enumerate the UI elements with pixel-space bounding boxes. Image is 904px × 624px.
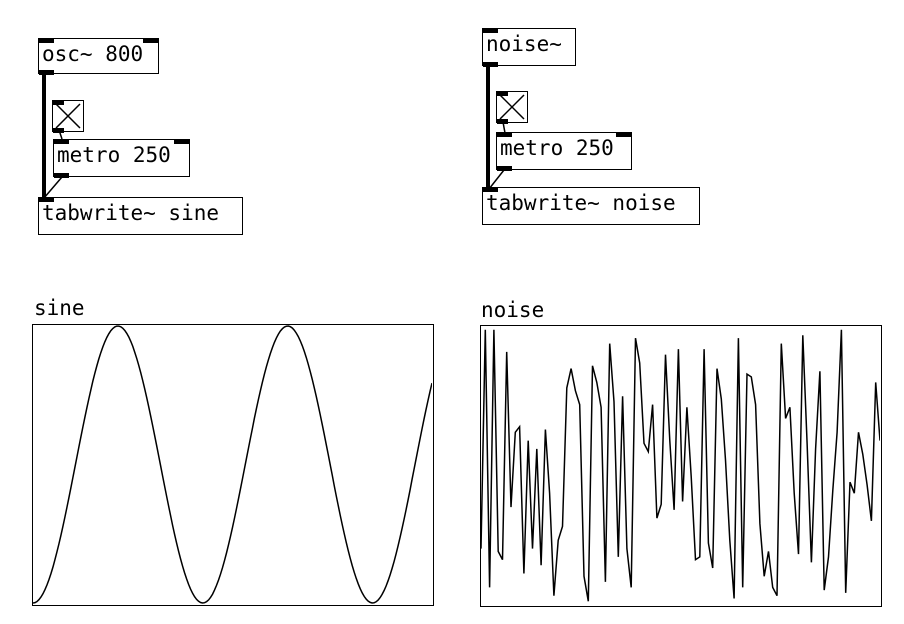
noise-series-line [480,329,881,602]
toggle-x-icon [55,103,81,129]
cord-metro-to-tabwrite [43,176,63,199]
metro-object-label: metro 250 [500,136,614,160]
tabwrite-object-left[interactable]: tabwrite~ sine [38,196,243,235]
tabwrite-object-right[interactable]: tabwrite~ noise [482,186,700,225]
noise-object-label: noise~ [486,32,562,56]
metro-object-label: metro 250 [57,143,171,167]
metro-object-left[interactable]: metro 250 [53,138,190,178]
array-label-noise: noise [481,298,545,322]
array-graph-noise[interactable] [480,325,882,607]
toggle-x-icon [499,94,525,120]
osc-object-label: osc~ 800 [42,42,144,66]
sine-waveform [32,325,433,604]
toggle-right[interactable] [496,90,528,124]
tabwrite-object-label: tabwrite~ noise [486,191,676,215]
toggle-left[interactable] [52,99,84,133]
metro-object-right[interactable]: metro 250 [496,131,632,171]
osc-object[interactable]: osc~ 800 [38,37,159,75]
array-label-sine: sine [34,296,85,320]
tabwrite-object-label: tabwrite~ sine [42,201,220,225]
noise-object[interactable]: noise~ [482,27,576,67]
noise-waveform [480,329,881,602]
array-graph-sine[interactable] [32,324,434,606]
sine-series-line [32,325,433,604]
